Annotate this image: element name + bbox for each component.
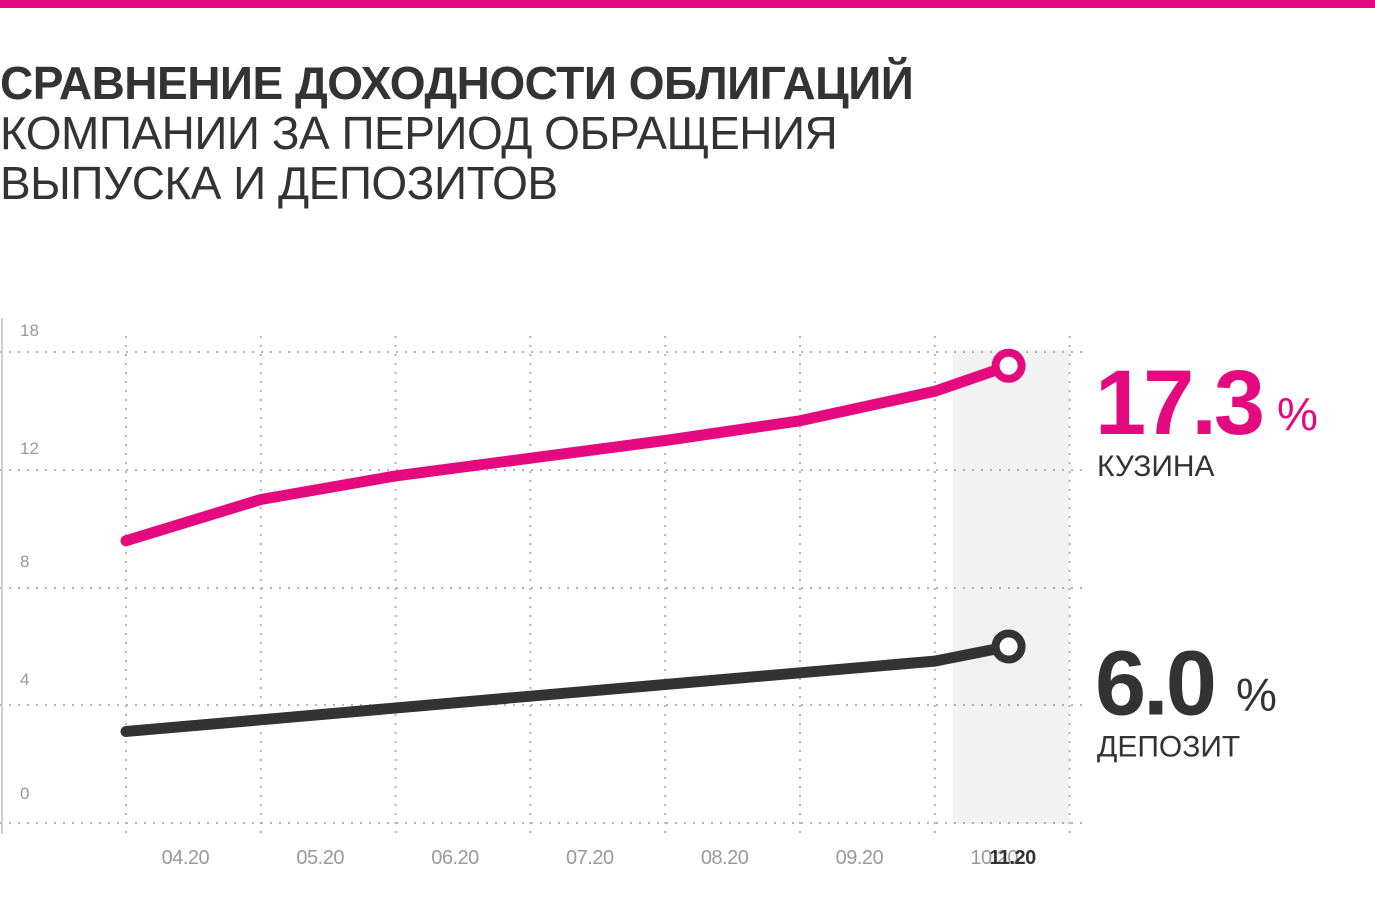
y-tick-label: 12 — [20, 439, 39, 458]
x-tick-label: 05.20 — [296, 847, 344, 869]
series-name-0: КУЗИНА — [1097, 450, 1215, 483]
series-line-1 — [120, 641, 1015, 737]
end-value-1: 6.0 — [1095, 633, 1214, 735]
y-tick-label: 4 — [20, 670, 29, 689]
title-line-3: ВЫПУСКА И ДЕПОЗИТОВ — [0, 157, 558, 209]
x-tick-label: 11.20 — [989, 847, 1036, 869]
series-line-0 — [120, 360, 1015, 547]
x-tick-label: 08.20 — [701, 847, 749, 869]
series-end-marker-1 — [991, 629, 1026, 664]
title-line-2: КОМПАНИИ ЗА ПЕРИОД ОБРАЩЕНИЯ — [0, 107, 838, 159]
chart-end-labels: 17.3 % КУЗИНА 6.0 % ДЕПОЗИТ — [1095, 352, 1318, 764]
chart-title: СРАВНЕНИЕ ДОХОДНОСТИ ОБЛИГАЦИЙ КОМПАНИИ … — [0, 57, 914, 209]
chart-series — [120, 348, 1026, 737]
top-accent-bar — [0, 0, 1375, 8]
highlight-band — [952, 350, 1070, 824]
title-line-1: СРАВНЕНИЕ ДОХОДНОСТИ ОБЛИГАЦИЙ — [0, 57, 914, 109]
y-tick-label: 8 — [20, 552, 29, 571]
x-tick-label: 07.20 — [566, 847, 614, 869]
x-tick-label: 06.20 — [431, 847, 479, 869]
x-tick-label: 10.20 — [970, 847, 1018, 869]
y-tick-label: 0 — [20, 784, 29, 803]
x-tick-label: 09.20 — [836, 847, 884, 869]
x-tick-label: 04.20 — [162, 847, 210, 869]
series-name-1: ДЕПОЗИТ — [1097, 731, 1240, 764]
end-value-0: 17.3 — [1095, 352, 1262, 454]
end-unit-0: % — [1277, 388, 1318, 440]
chart-ticks: 18 12 8 4 0 04.20 05.20 06.20 07.20 08.20 09.20 10.… — [20, 321, 1037, 869]
series-end-marker-0 — [991, 348, 1026, 383]
end-unit-1: % — [1236, 669, 1277, 721]
chart-grid — [0, 318, 1085, 834]
chart-background — [952, 350, 1070, 824]
y-tick-label: 18 — [20, 321, 39, 340]
